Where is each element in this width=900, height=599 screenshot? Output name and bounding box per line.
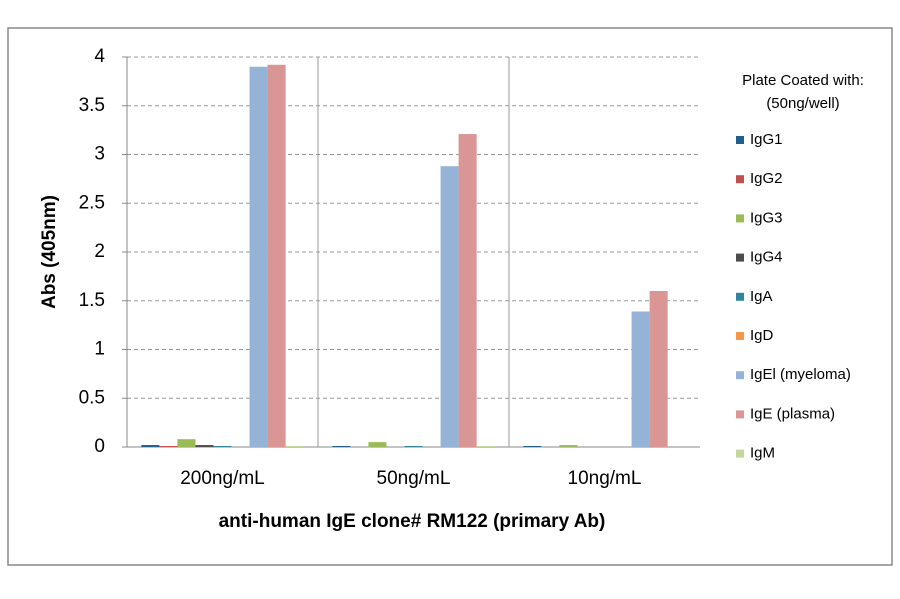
x-tick-label: 10ng/mL bbox=[568, 468, 642, 489]
legend-label: IgEl (myeloma) bbox=[750, 366, 851, 383]
x-axis-title: anti-human IgE clone# RM122 (primary Ab) bbox=[219, 511, 606, 532]
legend-label: IgG3 bbox=[750, 209, 783, 226]
bar bbox=[159, 446, 178, 447]
legend-label: IgE (plasma) bbox=[750, 405, 835, 422]
y-tick-label: 2 bbox=[94, 241, 105, 262]
bar bbox=[476, 446, 495, 447]
bar bbox=[404, 446, 423, 447]
legend-swatch bbox=[736, 371, 744, 380]
bar bbox=[285, 446, 304, 447]
bar bbox=[332, 446, 351, 447]
bar bbox=[267, 64, 286, 448]
legend-swatch bbox=[736, 214, 744, 223]
legend-swatch bbox=[736, 175, 744, 184]
bar bbox=[177, 439, 196, 447]
legend-label: IgM bbox=[750, 445, 775, 462]
bar bbox=[523, 446, 542, 447]
bar bbox=[559, 445, 578, 447]
y-tick-label: 1.5 bbox=[79, 290, 105, 311]
y-tick-label: 1 bbox=[94, 339, 105, 360]
bar bbox=[195, 445, 214, 447]
legend-label: IgD bbox=[750, 327, 774, 344]
legend-swatch bbox=[736, 332, 744, 340]
bar bbox=[458, 134, 477, 447]
legend-label: IgG4 bbox=[750, 249, 783, 266]
bar bbox=[249, 66, 268, 447]
legend-label: IgG1 bbox=[750, 131, 783, 148]
legend-label: IgG2 bbox=[750, 170, 783, 187]
y-tick-label: 0.5 bbox=[79, 387, 105, 408]
y-tick-label: 3.5 bbox=[79, 95, 105, 116]
y-tick-label: 0 bbox=[94, 436, 105, 457]
legend-title: Plate Coated with: bbox=[742, 72, 864, 89]
bar bbox=[368, 442, 387, 447]
legend-swatch bbox=[736, 449, 744, 458]
bar bbox=[440, 166, 459, 447]
bar bbox=[631, 311, 650, 447]
legend-swatch bbox=[736, 253, 744, 262]
bar bbox=[213, 446, 232, 447]
legend-swatch bbox=[736, 292, 744, 301]
bar bbox=[649, 291, 668, 447]
y-tick-label: 4 bbox=[94, 46, 105, 67]
x-tick-label: 200ng/mL bbox=[180, 468, 265, 489]
y-axis-title: Abs (405nm) bbox=[39, 195, 60, 309]
y-tick-label: 3 bbox=[94, 144, 105, 165]
x-tick-label: 50ng/mL bbox=[377, 468, 451, 489]
legend-title: (50ng/well) bbox=[766, 95, 839, 112]
legend-swatch bbox=[736, 410, 744, 419]
bar bbox=[141, 445, 160, 447]
legend-label: IgA bbox=[750, 288, 773, 305]
legend-swatch bbox=[736, 136, 744, 144]
y-tick-label: 2.5 bbox=[79, 192, 105, 213]
